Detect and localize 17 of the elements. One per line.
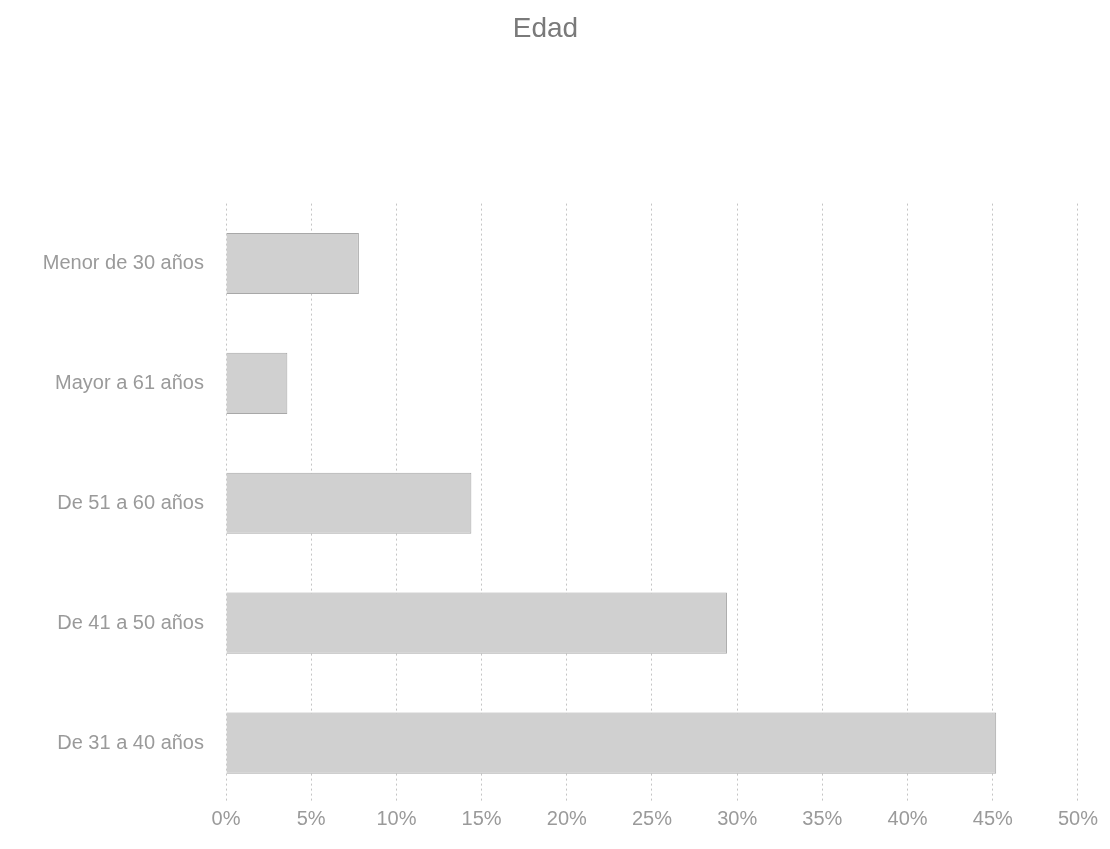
x-tick-label: 0% [211, 806, 241, 829]
x-tick-label: 25% [631, 806, 673, 829]
y-tick-label: De 31 a 40 años [57, 730, 204, 753]
x-tick-label: 10% [376, 806, 417, 829]
x-tick-label: 5% [296, 806, 326, 829]
y-tick-label: Mayor a 61 años [55, 370, 204, 393]
x-tick-label: 45% [972, 806, 1014, 829]
x-tick-label: 15% [461, 806, 502, 829]
y-tick-label: Menor de 30 años [42, 251, 204, 274]
chart-title: Edad [512, 11, 579, 43]
y-tick-label: De 51 a 60 años [57, 490, 204, 513]
y-tick-label: De 41 a 50 años [57, 610, 204, 633]
x-tick-label: 30% [717, 806, 758, 829]
x-tick-label: 40% [887, 806, 928, 829]
x-tick-label: 50% [1057, 806, 1099, 829]
x-tick-label: 20% [546, 806, 588, 829]
x-tick-label: 35% [802, 806, 843, 829]
